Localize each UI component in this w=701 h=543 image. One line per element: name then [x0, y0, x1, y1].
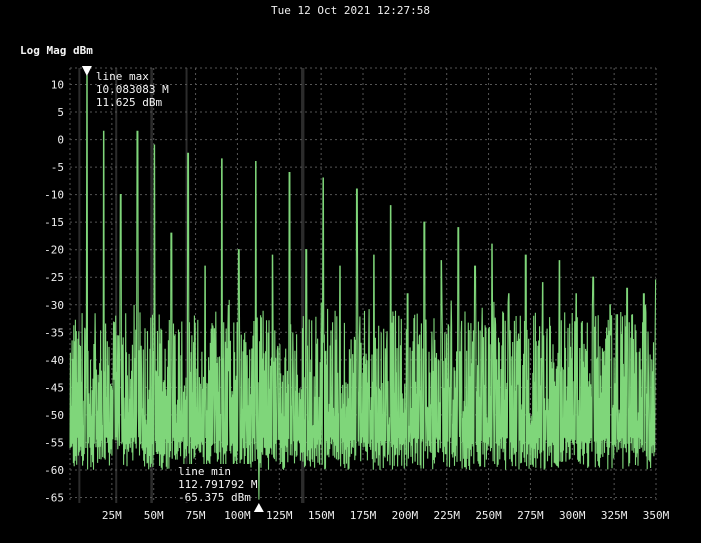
x-tick-labels: 25M 50M 75M 100M 125M 150M 175M 200M 225M 250M 275… — [102, 509, 670, 522]
x-tick-label: 50M — [144, 509, 164, 522]
min-marker-background — [176, 464, 250, 502]
y-tick-label: -45 — [44, 381, 64, 394]
y-tick-label: -55 — [44, 436, 64, 449]
x-tick-label: 300M — [559, 509, 586, 522]
y-tick-label: -5 — [51, 161, 64, 174]
y-tick-label: -50 — [44, 409, 64, 422]
min-marker-frequency: 112.791792 M — [178, 478, 258, 491]
y-tick-label: 0 — [57, 134, 64, 147]
x-tick-label: 325M — [601, 509, 628, 522]
max-marker-value: 11.625 dBm — [96, 96, 163, 109]
x-tick-label: 175M — [350, 509, 377, 522]
highlight-band-0 — [78, 68, 81, 503]
x-tick-label: 75M — [186, 509, 206, 522]
y-tick-label: -40 — [44, 354, 64, 367]
x-tick-label: 25M — [102, 509, 122, 522]
min-marker[interactable]: line min 112.791792 M -65.375 dBm — [176, 464, 264, 512]
highlight-bands — [78, 68, 305, 503]
x-tick-label: 275M — [517, 509, 544, 522]
y-tick-label: -65 — [44, 491, 64, 504]
y-tick-label: -25 — [44, 271, 64, 284]
max-marker-label: line max — [96, 70, 149, 83]
x-tick-label: 125M — [266, 509, 293, 522]
spectrum-trace — [69, 75, 657, 500]
highlight-band-4 — [301, 68, 305, 503]
min-marker-value: -65.375 dBm — [178, 491, 251, 504]
x-tick-label: 200M — [392, 509, 419, 522]
y-tick-label: -10 — [44, 189, 64, 202]
y-axis-label: Log Mag dBm — [20, 44, 93, 57]
x-tick-label: 225M — [433, 509, 460, 522]
x-tick-label: 150M — [308, 509, 335, 522]
y-tick-labels: 10 5 0 -5 -10 -15 -20 -25 -30 -35 -40 -45 -50 -55 -60 -… — [44, 79, 64, 505]
min-marker-triangle[interactable] — [253, 503, 264, 512]
min-marker-label: line min — [178, 465, 231, 478]
x-tick-label: 350M — [643, 509, 670, 522]
y-tick-label: 10 — [51, 79, 64, 92]
timestamp: Tue 12 Oct 2021 12:27:58 — [271, 4, 430, 17]
y-tick-label: 5 — [57, 106, 64, 119]
highlight-band-1 — [115, 68, 118, 503]
highlight-band-2 — [150, 68, 153, 503]
y-tick-label: -60 — [44, 464, 64, 477]
highlight-band-3 — [185, 68, 188, 503]
y-tick-label: -20 — [44, 244, 64, 257]
x-tick-label: 250M — [475, 509, 502, 522]
max-marker-triangle[interactable] — [81, 66, 92, 76]
y-tick-label: -15 — [44, 216, 64, 229]
y-tick-label: -30 — [44, 299, 64, 312]
max-marker[interactable]: line max 10.083083 M 11.625 dBm — [81, 66, 169, 109]
max-marker-frequency: 10.083083 M — [96, 83, 169, 96]
x-tick-label: 100M — [224, 509, 251, 522]
y-tick-label: -35 — [44, 326, 64, 339]
